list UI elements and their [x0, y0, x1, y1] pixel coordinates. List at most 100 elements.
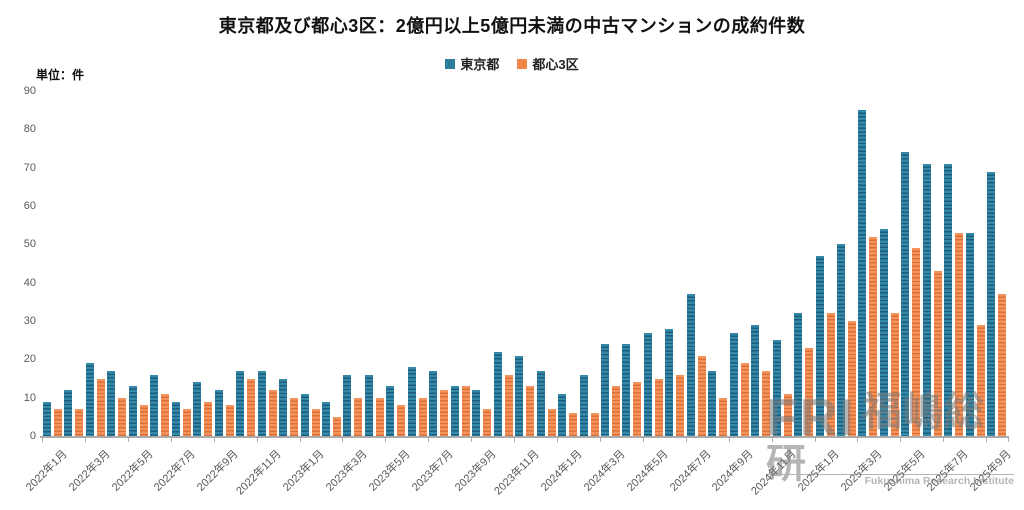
x-axis-tick [557, 437, 559, 442]
bar-都心3区-2025年7月 [955, 232, 964, 436]
bar-都心3区-2025年8月 [976, 324, 985, 436]
bar-東京都-2023年7月 [429, 370, 438, 436]
x-axis-tick [771, 437, 773, 442]
bar-東京都-2023年8月 [450, 386, 459, 436]
bar-東京都-2022年9月 [214, 390, 223, 436]
bar-東京都-2022年7月 [171, 401, 180, 436]
x-axis-tick [84, 437, 86, 442]
y-axis-tick-label: 20 [23, 353, 36, 366]
bar-都心3区-2025年5月 [912, 248, 921, 436]
bar-東京都-2024年12月 [794, 313, 803, 436]
bar-東京都-2022年11月 [257, 370, 266, 436]
bar-東京都-2025年3月 [858, 110, 867, 436]
bar-都心3区-2023年7月 [440, 390, 449, 436]
bar-都心3区-2023年5月 [397, 405, 406, 436]
x-axis-label: 2022年1月 [23, 448, 70, 494]
y-axis-tick-label: 30 [23, 315, 36, 327]
bar-都心3区-2023年6月 [418, 397, 427, 436]
bar-東京都-2024年2月 [579, 374, 588, 436]
bar-都心3区-2022年11月 [268, 390, 277, 436]
bar-東京都-2025年9月 [987, 171, 996, 436]
bar-東京都-2024年1月 [558, 393, 567, 436]
bar-都心3区-2022年8月 [204, 401, 213, 436]
x-axis-tick [471, 437, 473, 442]
bar-都心3区-2025年2月 [848, 321, 857, 436]
bar-東京都-2023年2月 [321, 401, 330, 436]
bar-都心3区-2024年11月 [783, 393, 792, 436]
bar-都心3区-2024年3月 [611, 386, 620, 436]
x-axis-label: 2023年11月 [492, 448, 542, 498]
bar-都心3区-2023年8月 [461, 386, 470, 436]
x-axis-tick [42, 437, 43, 442]
bar-東京都-2022年10月 [236, 370, 245, 436]
y-axis-tick-label: 0 [29, 430, 36, 442]
y-axis-tick-label: 60 [23, 200, 36, 213]
bar-都心3区-2024年7月 [697, 355, 706, 436]
bar-都心3区-2022年3月 [96, 378, 105, 436]
x-axis-label: 2024年11月 [749, 448, 799, 498]
x-axis-label: 2023年7月 [409, 448, 456, 494]
bar-都心3区-2025年6月 [933, 271, 942, 436]
legend-label-tokyo: 東京都 [460, 57, 500, 72]
bar-都心3区-2022年7月 [182, 409, 191, 436]
bar-都心3区-2022年9月 [225, 405, 234, 436]
bar-都心3区-2024年5月 [654, 378, 663, 436]
x-axis-label: 2025年9月 [967, 448, 1014, 494]
y-axis-tick-label: 40 [23, 276, 36, 289]
x-axis-tick [299, 437, 301, 442]
x-axis-tick [428, 437, 430, 442]
x-axis-label: 2025年3月 [839, 448, 885, 494]
bar-東京都-2025年8月 [965, 232, 974, 436]
bar-都心3区-2025年3月 [869, 236, 878, 436]
bar-都心3区-2023年2月 [332, 416, 341, 436]
bar-東京都-2022年1月 [43, 401, 51, 436]
x-axis-tick [728, 437, 730, 442]
x-axis-tick [1007, 437, 1009, 442]
bar-都心3区-2022年12月 [290, 397, 299, 436]
chart-title: 東京都及び都心3区：2億円以上5億円未満の中古マンションの成約件数 [218, 16, 806, 36]
y-axis-tick-label: 70 [23, 161, 36, 174]
bar-都心3区-2022年2月 [75, 409, 84, 436]
x-axis-label: 2025年5月 [882, 448, 928, 494]
bar-東京都-2022年6月 [150, 374, 159, 436]
bar-東京都-2025年2月 [837, 244, 846, 436]
legend-swatch-tokyo-icon [445, 58, 456, 69]
bar-東京都-2024年3月 [600, 344, 609, 436]
bar-東京都-2025年5月 [901, 152, 910, 436]
bar-東京都-2024年4月 [622, 344, 631, 436]
bar-東京都-2023年9月 [472, 390, 481, 436]
bar-東京都-2023年4月 [364, 374, 373, 436]
bar-東京都-2025年4月 [879, 229, 888, 436]
bar-東京都-2022年3月 [85, 363, 94, 436]
bar-都心3区-2023年1月 [311, 409, 320, 436]
bar-都心3区-2024年1月 [569, 413, 578, 436]
x-axis-line [40, 436, 1009, 438]
x-axis-label: 2025年1月 [796, 448, 842, 494]
bar-東京都-2022年5月 [128, 386, 137, 436]
bar-東京都-2024年10月 [751, 324, 760, 436]
bar-都心3区-2025年9月 [998, 294, 1007, 436]
bar-東京都-2022年8月 [193, 382, 202, 436]
bar-東京都-2023年10月 [493, 351, 502, 436]
x-axis-label: 2022年7月 [152, 448, 199, 494]
x-axis-tick [256, 437, 258, 442]
legend-swatch-wards-icon [517, 58, 528, 69]
bar-東京都-2025年6月 [922, 163, 931, 436]
bar-東京都-2024年9月 [729, 332, 738, 436]
bar-東京都-2023年1月 [300, 393, 309, 436]
y-axis-unit-label: 単位：件 [36, 68, 85, 82]
bar-東京都-2024年8月 [708, 370, 717, 436]
x-axis-tick [342, 437, 344, 442]
bar-都心3区-2024年2月 [590, 413, 599, 436]
bar-都心3区-2022年4月 [118, 397, 127, 436]
y-axis-tick-label: 10 [23, 391, 36, 404]
x-axis-label: 2022年11月 [234, 448, 284, 498]
bar-都心3区-2023年3月 [354, 397, 363, 436]
bar-東京都-2022年4月 [107, 370, 116, 436]
bar-都心3区-2024年10月 [762, 370, 771, 436]
bar-都心3区-2022年6月 [161, 393, 170, 436]
x-axis-tick [514, 437, 516, 442]
bar-都心3区-2024年8月 [719, 397, 728, 436]
x-axis-tick [943, 437, 945, 442]
